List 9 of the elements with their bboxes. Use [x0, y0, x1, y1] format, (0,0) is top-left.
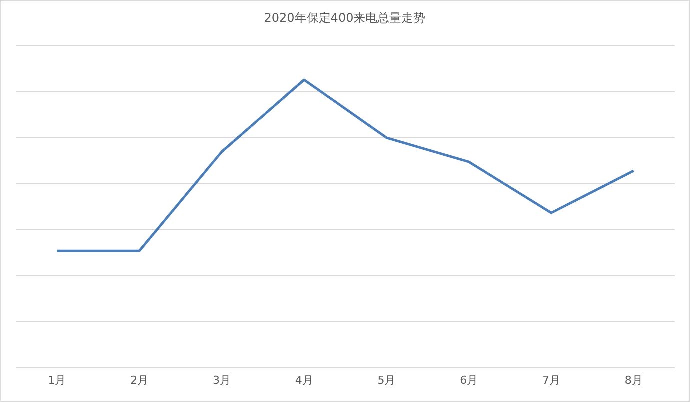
x-tick-label: 7月: [542, 374, 560, 387]
chart-title: 2020年保定400来电总量走势: [263, 10, 427, 27]
x-tick-label: 4月: [295, 374, 314, 387]
x-tick-label: 3月: [212, 374, 231, 387]
x-tick-label: 2月: [130, 374, 149, 387]
x-tick-label: 8月: [624, 374, 643, 387]
x-tick-label: 5月: [378, 374, 396, 387]
x-tick-label: 1月: [48, 374, 66, 387]
x-tick-label: 6月: [460, 374, 478, 387]
